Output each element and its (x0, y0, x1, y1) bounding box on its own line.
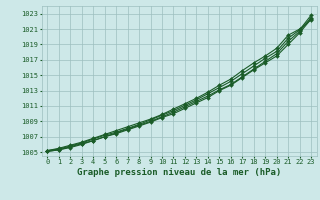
X-axis label: Graphe pression niveau de la mer (hPa): Graphe pression niveau de la mer (hPa) (77, 168, 281, 177)
